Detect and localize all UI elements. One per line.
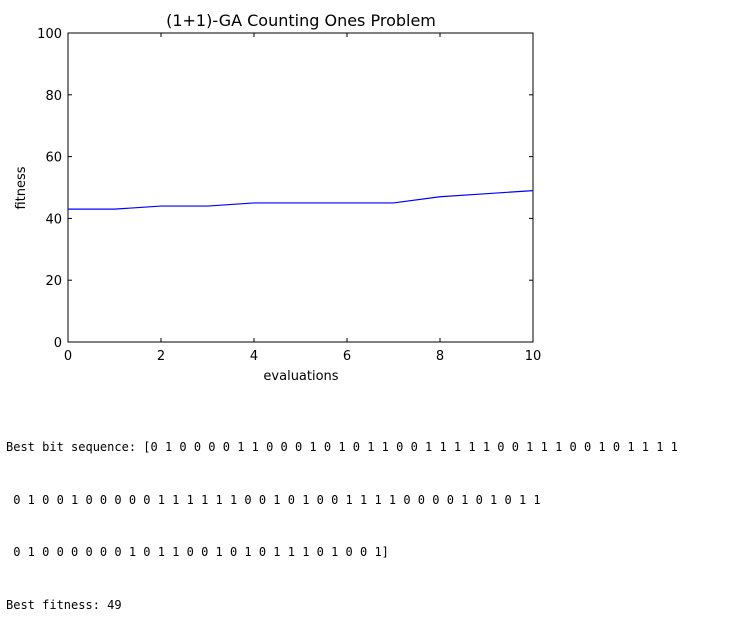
y-tick-label: 100	[37, 27, 62, 42]
console-output: Best bit sequence: [0 1 0 0 0 0 1 1 0 0 …	[6, 404, 678, 632]
best-fitness-line: Best fitness: 49	[6, 597, 122, 612]
y-tick-label: 20	[45, 274, 62, 289]
series-layer	[68, 189, 534, 210]
fitness-series-line	[68, 189, 534, 210]
x-tick-label: 2	[157, 349, 165, 364]
chart: (1+1)-GA Counting Ones Problem 0 2 4 6 8 1002…	[14, 11, 541, 384]
x-tick-label: 6	[343, 349, 351, 364]
plot-area	[67, 32, 534, 343]
y-tick-label: 40	[45, 212, 62, 227]
x-axis-label: evaluations	[263, 369, 338, 384]
best-sequence-line-3: 0 1 0 0 0 0 0 0 1 0 1 1 0 0 1 0 1 0 1 1 …	[6, 545, 389, 559]
x-tick-label: 10	[525, 349, 542, 364]
y-tick-label: 80	[45, 89, 62, 104]
best-sequence-line-2: 0 1 0 0 1 0 0 0 0 0 1 1 1 1 1 1 0 0 1 0 …	[6, 492, 541, 507]
best-sequence-line-1: Best bit sequence: [0 1 0 0 0 0 1 1 0 0 …	[6, 440, 678, 454]
chart-title: (1+1)-GA Counting Ones Problem	[166, 11, 436, 30]
x-tick-label: 8	[436, 349, 444, 364]
y-tick-label: 0	[54, 336, 62, 351]
y-axis-label: fitness	[14, 166, 29, 209]
y-tick-label: 60	[45, 151, 62, 166]
x-tick-label: 4	[250, 349, 258, 364]
x-tick-label: 0	[64, 349, 72, 364]
